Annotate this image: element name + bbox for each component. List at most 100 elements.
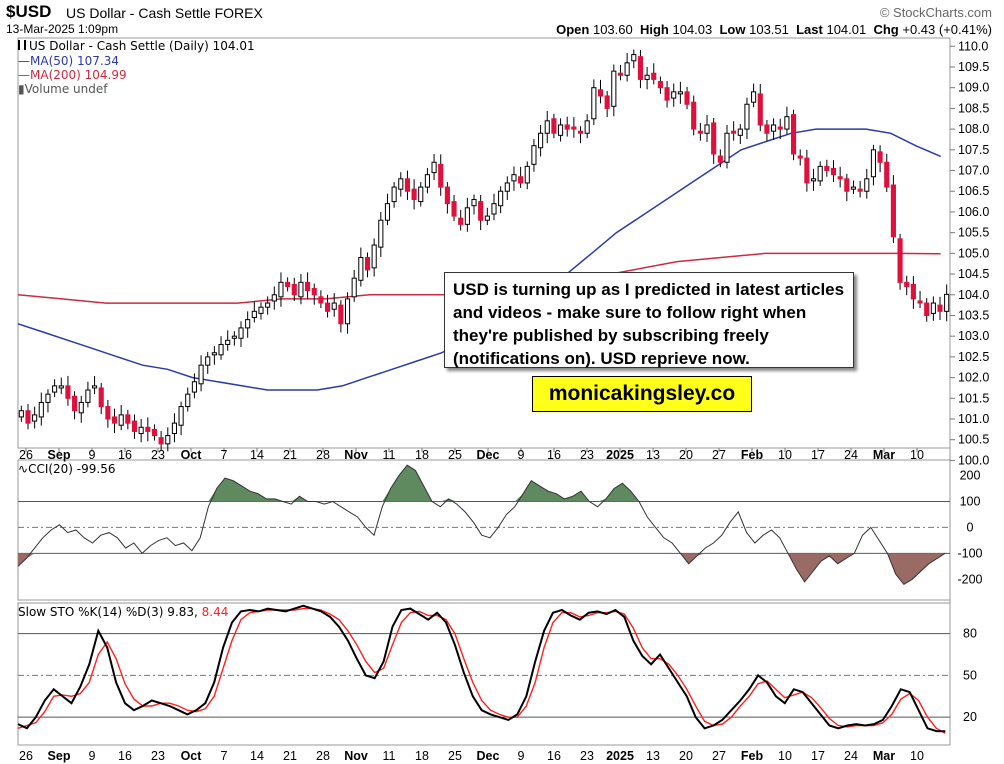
price-y-tick-label: 108.0 — [958, 122, 989, 136]
candle-body — [890, 184, 896, 238]
symbol-title: $USD — [6, 2, 52, 21]
x-tick-label-bottom: 7 — [221, 749, 228, 763]
candle-body — [65, 385, 71, 399]
candle-body — [451, 201, 457, 217]
candle-body — [398, 178, 404, 190]
candle-body — [285, 281, 291, 287]
candle-body — [424, 174, 430, 188]
candle-body — [810, 178, 817, 182]
candle-body — [604, 95, 610, 109]
legend-cci-label: CCI(20) -99.56 — [28, 462, 116, 476]
candle-body — [351, 277, 357, 298]
x-tick-label-bottom: Nov — [344, 749, 368, 763]
x-tick-label-bottom: 26 — [19, 749, 33, 763]
open-label: Open — [556, 22, 590, 37]
legend-ma200: —MA(200) 104.99 — [18, 68, 127, 82]
legend-ma50-swatch: — — [18, 54, 30, 68]
x-tick-label: Dec — [477, 448, 500, 462]
candle-body — [431, 161, 437, 174]
x-tick-label: 28 — [316, 448, 330, 462]
x-tick-label: 20 — [679, 448, 693, 462]
candle-body — [557, 124, 564, 136]
price-y-tick-label: 105.5 — [958, 226, 989, 240]
volume-bars-icon: ▮ — [18, 82, 25, 96]
price-y-tick-label: 102.5 — [958, 350, 989, 364]
annotation-note: USD is turning up as I predicted in late… — [444, 272, 854, 368]
candle-body — [305, 281, 311, 292]
x-tick-label: Oct — [181, 448, 203, 462]
price-y-tick-label: 106.0 — [958, 205, 989, 219]
candle-body — [824, 165, 830, 172]
x-tick-label: Feb — [741, 448, 764, 462]
candle-body — [45, 393, 51, 403]
candle-body — [32, 414, 38, 422]
candle-body — [877, 151, 883, 163]
high-label: High — [639, 22, 669, 37]
candle-body — [591, 87, 597, 120]
cci-overbought-fill — [18, 465, 946, 502]
candle-body — [411, 188, 417, 201]
x-tick-label-bottom: 18 — [415, 749, 429, 763]
x-tick-label: 23 — [580, 448, 594, 462]
cci-panel-frame — [17, 459, 951, 601]
candle-body — [631, 54, 637, 62]
cci-y-tick-label: 0 — [967, 520, 974, 534]
candle-body — [458, 217, 464, 225]
x-tick-label-bottom: 16 — [118, 749, 132, 763]
candle-body — [358, 256, 364, 281]
candle-body — [830, 167, 837, 176]
x-tick-label-bottom: 10 — [910, 749, 924, 763]
candle-body — [524, 165, 530, 184]
x-tick-label: 7 — [221, 448, 228, 462]
candle-body — [664, 87, 670, 101]
price-y-tick-label: 103.0 — [958, 329, 989, 343]
candle-body — [258, 306, 264, 314]
x-tick-label: 2025 — [606, 448, 634, 462]
x-tick-label: 9 — [518, 448, 525, 462]
x-tick-label-bottom: 11 — [383, 749, 396, 763]
candle-body — [311, 288, 317, 296]
sto-y-tick-label: 80 — [963, 627, 977, 641]
candle-body — [111, 416, 118, 424]
price-y-tick-label: 109.0 — [958, 81, 989, 95]
credit-label[interactable]: © StockCharts.com — [879, 5, 992, 20]
candle-body — [724, 132, 730, 163]
x-tick-label-bottom: 20 — [679, 749, 693, 763]
candle-body — [118, 414, 124, 426]
candle-body — [131, 420, 138, 432]
legend-ma50-label: MA(50) 107.34 — [30, 54, 119, 68]
candle-body — [231, 335, 237, 339]
candle-body — [391, 186, 397, 203]
x-tick-label: 11 — [383, 448, 396, 462]
candle-body — [171, 422, 178, 435]
price-y-tick-label: 102.0 — [958, 371, 989, 385]
chart-header: $USD US Dollar - Cash Settle FOREX 13-Ma… — [0, 0, 1004, 40]
legend-ma200-label: MA(200) 104.99 — [30, 68, 127, 82]
x-tick-label-bottom: 23 — [151, 749, 165, 763]
candle-body — [484, 215, 490, 221]
candle-body — [597, 89, 604, 97]
candle-body — [205, 356, 211, 366]
candle-body — [611, 70, 617, 107]
legend-main: US Dollar - Cash Settle (Daily) 104.01 — [18, 39, 255, 53]
candle-body — [584, 120, 590, 134]
candle-body — [91, 385, 98, 389]
x-tick-label: 26 — [19, 448, 33, 462]
cci-y-tick-label: -200 — [957, 572, 982, 586]
candle-body — [218, 343, 224, 356]
brand-label[interactable]: monicakingsley.co — [532, 376, 752, 412]
x-tick-label-bottom: Feb — [741, 749, 764, 763]
candle-body — [185, 393, 191, 408]
x-tick-label-bottom: 24 — [844, 749, 858, 763]
candle-body — [711, 122, 717, 155]
open-value: 103.60 — [592, 22, 633, 37]
x-tick-label-bottom: 9 — [89, 749, 96, 763]
x-tick-label-bottom: Sep — [48, 749, 71, 763]
candle-body — [444, 186, 450, 205]
candle-body — [85, 389, 91, 403]
candle-body — [884, 161, 890, 188]
x-tick-label: 9 — [89, 448, 96, 462]
x-tick-label-bottom: 13 — [646, 749, 660, 763]
candle-body — [38, 401, 44, 418]
candle-body — [504, 182, 510, 192]
